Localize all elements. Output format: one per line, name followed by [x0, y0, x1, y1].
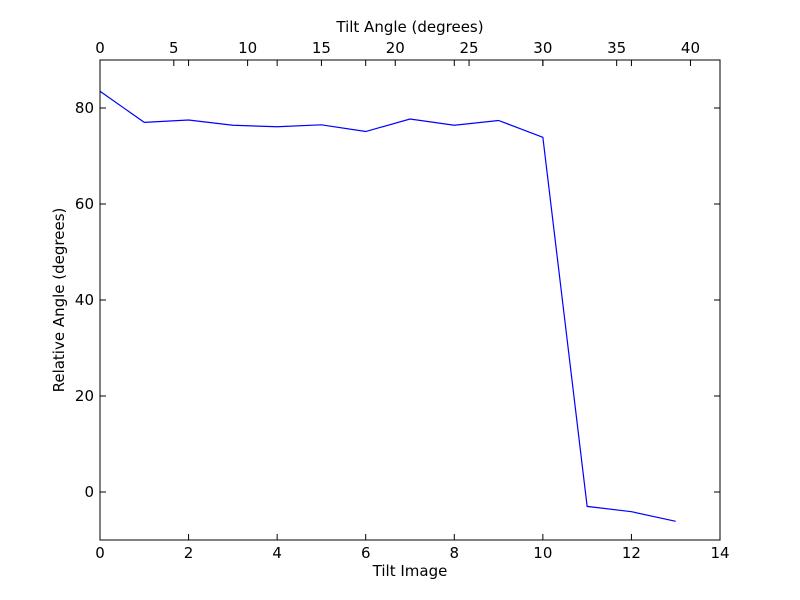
series-line-0: [99, 90, 676, 522]
top-x-axis-title: Tilt Angle (degrees): [335, 18, 483, 36]
top-x-tick-label: 35: [607, 39, 626, 57]
axis-ticks: 0 2 4 6 8 10 12 14 0 5 10 15 20 25 30 35 40 0 20 40 60 80: [75, 39, 730, 562]
plot-frame: [99, 59, 721, 541]
x-tick-label: 6: [361, 544, 371, 562]
top-x-tick-label: 5: [169, 39, 179, 57]
plot-area: [99, 90, 676, 522]
y-tick-label: 40: [75, 291, 94, 309]
x-tick-label: 2: [184, 544, 194, 562]
y-tick-label: 60: [75, 195, 94, 213]
x-tick-label: 12: [622, 544, 641, 562]
top-x-tick-label: 15: [312, 39, 331, 57]
x-tick-label: 10: [533, 544, 552, 562]
y-tick-label: 80: [75, 99, 94, 117]
x-tick-label: 14: [710, 544, 729, 562]
top-x-tick-label: 0: [95, 39, 105, 57]
top-x-tick-label: 10: [238, 39, 257, 57]
top-x-tick-label: 20: [386, 39, 405, 57]
top-x-tick-label: 30: [533, 39, 552, 57]
x-tick-label: 4: [272, 544, 282, 562]
x-axis-title: Tilt Image: [372, 562, 448, 580]
top-x-tick-label: 40: [681, 39, 700, 57]
x-tick-label: 0: [95, 544, 105, 562]
top-x-tick-label: 25: [460, 39, 479, 57]
y-tick-label: 0: [84, 483, 94, 501]
y-tick-label: 20: [75, 387, 94, 405]
y-axis-title: Relative Angle (degrees): [50, 208, 68, 393]
x-tick-label: 8: [450, 544, 460, 562]
